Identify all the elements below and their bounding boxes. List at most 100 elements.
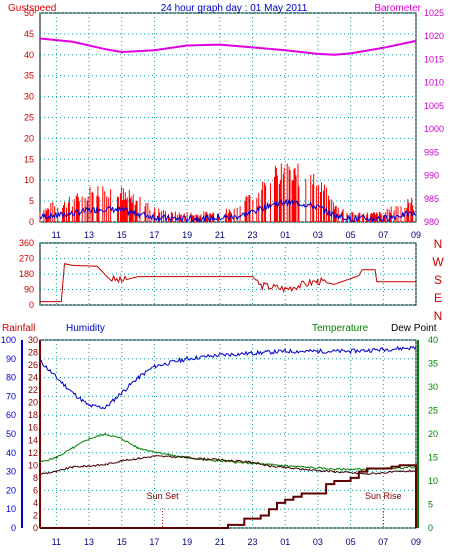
- humidity-title: Humidity: [66, 323, 105, 334]
- rain-axis-tick: 14: [28, 435, 38, 445]
- panel-3-x-tick: 11: [52, 537, 61, 547]
- panel-3-x-tick: 19: [182, 537, 192, 547]
- barometer-axis-tick: 1025: [424, 8, 444, 18]
- humidity-axis-tick: 80: [6, 373, 16, 383]
- humidity-axis-tick: 30: [6, 467, 16, 477]
- temperature-axis-tick: 15: [428, 453, 438, 463]
- gust-speed-series: [39, 163, 414, 222]
- panel-1-x-tick: 11: [52, 230, 61, 240]
- panel-3-x-tick: 23: [248, 537, 258, 547]
- temperature-axis-tick: 5: [428, 500, 433, 510]
- barometer-title: Barometer: [374, 3, 421, 14]
- temperature-axis-tick: 35: [428, 359, 438, 369]
- compass-letter: W: [432, 255, 444, 269]
- rain-axis-tick: 8: [33, 473, 38, 483]
- barometer-axis-tick: 1000: [424, 124, 444, 134]
- panel-3-x-tick: 21: [215, 537, 225, 547]
- rainfall-series: [40, 464, 417, 529]
- rain-axis-tick: 16: [28, 423, 38, 433]
- gust-title: Gustspeed: [8, 3, 56, 14]
- temperature-axis-tick: 25: [428, 406, 438, 416]
- compass-letter: N: [434, 309, 443, 323]
- direction-axis-tick: 0: [29, 300, 34, 310]
- temperature-title: Temperature: [312, 323, 369, 334]
- panel-1-x-tick: 21: [215, 230, 225, 240]
- gust-axis-tick: 10: [24, 175, 34, 185]
- humidity-axis-tick: 10: [6, 504, 16, 514]
- compass-letter: S: [434, 273, 442, 287]
- temperature-axis-tick: 20: [428, 429, 438, 439]
- barometer-axis-tick: 995: [424, 147, 439, 157]
- rain-axis-tick: 2: [33, 510, 38, 520]
- rain-axis-tick: 24: [28, 373, 38, 383]
- panel-3-x-tick: 15: [117, 537, 127, 547]
- panel-1-x-tick: 05: [346, 230, 356, 240]
- direction-axis-tick: 360: [19, 238, 34, 248]
- gust-axis-tick: 0: [29, 217, 34, 227]
- barometer-axis-tick: 1010: [424, 78, 444, 88]
- panel-1-x-tick: 15: [117, 230, 127, 240]
- direction-axis-tick: 90: [24, 285, 34, 295]
- gust-axis-tick: 40: [24, 50, 34, 60]
- humidity-axis-tick: 90: [6, 354, 16, 364]
- panel-1-x-tick: 19: [182, 230, 192, 240]
- temperature-axis-tick: 10: [428, 476, 438, 486]
- gust-axis-tick: 35: [24, 71, 34, 81]
- panel-3-x-tick: 03: [313, 537, 323, 547]
- panel-3-x-tick: 09: [411, 537, 421, 547]
- annotation-label: Sun Set: [147, 491, 180, 501]
- panel-1-x-tick: 03: [313, 230, 323, 240]
- humidity-axis-tick: 70: [6, 391, 16, 401]
- rain-axis-tick: 0: [33, 523, 38, 533]
- panel-1-x-tick: 09: [411, 230, 421, 240]
- panel-3-x-tick: 13: [84, 537, 94, 547]
- rain-axis-tick: 18: [28, 410, 38, 420]
- compass-letter: E: [434, 291, 442, 305]
- humidity-axis-tick: 50: [6, 429, 16, 439]
- panel-1-x-tick: 13: [84, 230, 94, 240]
- temperature-axis-tick: 40: [428, 335, 438, 345]
- gust-axis-tick: 25: [24, 113, 34, 123]
- rain-axis-tick: 22: [28, 385, 38, 395]
- barometer-axis-tick: 1015: [424, 54, 444, 64]
- panel-1-x-tick: 07: [378, 230, 388, 240]
- dewpoint-series: [39, 455, 417, 475]
- compass-letter: N: [434, 237, 443, 251]
- gust-axis-tick: 50: [24, 8, 34, 18]
- barometer-axis-tick: 990: [424, 171, 439, 181]
- direction-axis-tick: 180: [19, 269, 34, 279]
- panel-3-x-tick: 07: [378, 537, 388, 547]
- rain-axis-tick: 20: [28, 398, 38, 408]
- temperature-axis-tick: 30: [428, 382, 438, 392]
- annotation-label: Sun Rise: [365, 491, 402, 501]
- rain-axis-tick: 10: [28, 460, 38, 470]
- wind-direction-series: [40, 263, 416, 303]
- rain-axis-tick: 4: [33, 498, 38, 508]
- gust-axis-tick: 20: [24, 133, 34, 143]
- barometer-axis-tick: 980: [424, 217, 439, 227]
- graph-title: 24 hour graph day : 01 May 2011: [161, 3, 308, 14]
- humidity-axis-tick: 60: [6, 410, 16, 420]
- panel-3-x-tick: 01: [280, 537, 290, 547]
- humidity-axis-tick: 40: [6, 448, 16, 458]
- panel-1-x-tick: 23: [248, 230, 258, 240]
- rain-axis-tick: 6: [33, 485, 38, 495]
- gust-axis-tick: 15: [24, 154, 34, 164]
- rain-axis-tick: 30: [28, 335, 38, 345]
- rainfall-title: Rainfall: [2, 323, 35, 334]
- direction-axis-tick: 270: [19, 254, 34, 264]
- dewpoint-title: Dew Point: [391, 323, 437, 334]
- gust-axis-tick: 5: [29, 196, 34, 206]
- gust-axis-tick: 45: [24, 29, 34, 39]
- gust-axis-tick: 30: [24, 92, 34, 102]
- rain-axis-tick: 26: [28, 360, 38, 370]
- panel-1-x-tick: 17: [149, 230, 159, 240]
- barometer-axis-tick: 985: [424, 194, 439, 204]
- panel-3-x-tick: 05: [346, 537, 356, 547]
- humidity-axis-tick: 100: [1, 335, 16, 345]
- rain-axis-tick: 12: [28, 448, 38, 458]
- rain-axis-tick: 28: [28, 348, 38, 358]
- average-wind-series: [39, 199, 416, 223]
